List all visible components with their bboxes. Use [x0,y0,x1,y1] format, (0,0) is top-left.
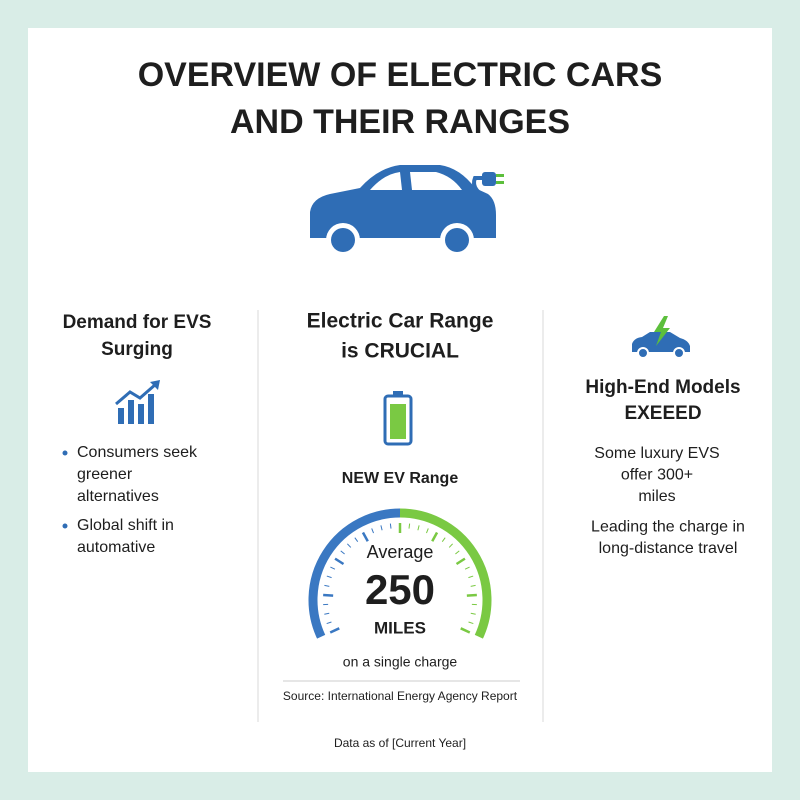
gauge-arc [308,508,401,639]
gauge-tick [470,612,476,615]
gauge-tick [334,557,345,566]
footer-note: Data as of [Current Year] [334,736,466,750]
source: Source: International Energy Agency Repo… [283,689,518,703]
paragraph: miles [638,488,675,505]
gauge-tick [448,543,454,548]
gauge-tick [460,627,471,634]
bullet-text: automative [77,539,155,556]
gauge-value: 250 [365,566,435,613]
gauge-tick [455,557,466,566]
paragraph: Leading the charge in [591,519,745,536]
gauge-tick [408,523,411,529]
gauge-tick [389,523,392,529]
ev-icon [632,316,690,359]
gauge-tick [455,550,460,555]
gauge-tick [324,612,330,615]
paragraph: Some luxury EVS [594,445,719,462]
bullet-text: alternatives [77,488,159,505]
gauge-tick [468,621,474,625]
bullet-dot [62,450,68,456]
bullet-text: greener [77,466,133,483]
column-heading: Demand for EVS [63,312,212,333]
column-heading: Surging [101,339,173,360]
gauge-tick [354,537,359,542]
battery-icon [383,391,413,446]
gauge-tick [326,575,332,579]
title: OVERVIEW OF ELECTRIC CARS [138,56,663,94]
gauge-tick [346,543,352,548]
gauge-caption: Average [367,542,434,562]
growth-icon [115,380,160,424]
paragraph: long-distance travel [599,540,738,557]
bullet-text: Consumers seek [77,444,198,461]
gauge-tick [340,550,345,555]
gauge-tick [464,566,470,570]
gauge-tick [380,525,383,531]
bullet-dot [62,523,68,529]
gauge-arc [399,508,492,639]
gauge-tick [441,537,446,542]
gauge-tick [323,593,334,597]
gauge-tick [326,621,332,625]
bullet-text: Global shift in [77,517,174,534]
column-heading: EXEEED [624,403,701,424]
gauge-tick [470,584,476,587]
gauge-unit: MILES [374,618,426,637]
gauge-tick [425,528,429,534]
gauge-tick [324,584,330,587]
gauge-tick [466,593,477,597]
gauge-tick [431,531,439,542]
gauge-tick [361,531,369,542]
gauge-tick [417,525,420,531]
paragraph: offer 300+ [621,467,693,484]
column-heading: Electric Car Range [307,310,494,333]
note: on a single charge [343,654,458,670]
gauge-tick [468,575,474,579]
car-icon [310,165,504,257]
gauge [308,508,492,639]
gauge-tick [330,566,336,570]
title: AND THEIR RANGES [230,103,570,141]
column-heading: High-End Models [585,377,740,398]
gauge-tick [371,528,375,534]
column-heading: is CRUCIAL [341,340,459,363]
gauge-tick [329,627,340,634]
gauge-title: NEW EV Range [342,470,459,487]
